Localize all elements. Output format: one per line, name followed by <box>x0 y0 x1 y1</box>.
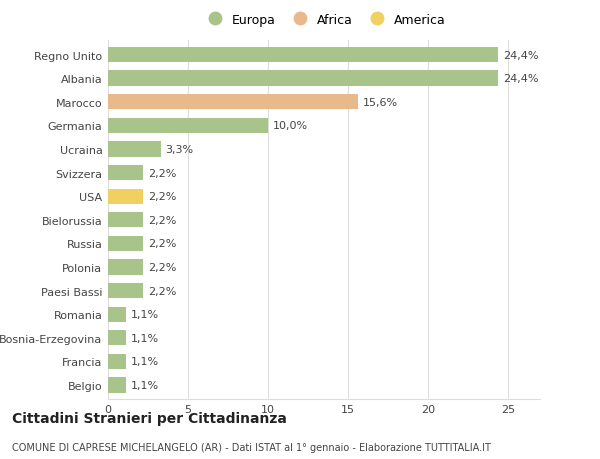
Bar <box>108 48 499 63</box>
Text: 1,1%: 1,1% <box>130 380 158 390</box>
Text: 1,1%: 1,1% <box>130 357 158 367</box>
Bar <box>108 330 125 346</box>
Text: 2,2%: 2,2% <box>148 263 176 273</box>
Bar <box>108 260 143 275</box>
Text: 2,2%: 2,2% <box>148 239 176 249</box>
Bar <box>108 283 143 299</box>
Text: 2,2%: 2,2% <box>148 215 176 225</box>
Bar <box>108 142 161 157</box>
Text: 2,2%: 2,2% <box>148 192 176 202</box>
Bar <box>108 118 268 134</box>
Text: 24,4%: 24,4% <box>503 50 539 61</box>
Text: 2,2%: 2,2% <box>148 286 176 296</box>
Text: COMUNE DI CAPRESE MICHELANGELO (AR) - Dati ISTAT al 1° gennaio - Elaborazione TU: COMUNE DI CAPRESE MICHELANGELO (AR) - Da… <box>12 442 491 452</box>
Legend: Europa, Africa, America: Europa, Africa, America <box>197 9 451 32</box>
Text: 3,3%: 3,3% <box>166 145 194 155</box>
Bar <box>108 213 143 228</box>
Text: 2,2%: 2,2% <box>148 168 176 178</box>
Text: 10,0%: 10,0% <box>273 121 308 131</box>
Text: 1,1%: 1,1% <box>130 309 158 319</box>
Bar <box>108 189 143 204</box>
Bar <box>108 71 499 87</box>
Bar <box>108 307 125 322</box>
Bar <box>108 166 143 181</box>
Text: 24,4%: 24,4% <box>503 74 539 84</box>
Text: 1,1%: 1,1% <box>130 333 158 343</box>
Bar <box>108 378 125 393</box>
Text: Cittadini Stranieri per Cittadinanza: Cittadini Stranieri per Cittadinanza <box>12 411 287 425</box>
Text: 15,6%: 15,6% <box>362 98 398 107</box>
Bar <box>108 354 125 369</box>
Bar <box>108 95 358 110</box>
Bar <box>108 236 143 252</box>
